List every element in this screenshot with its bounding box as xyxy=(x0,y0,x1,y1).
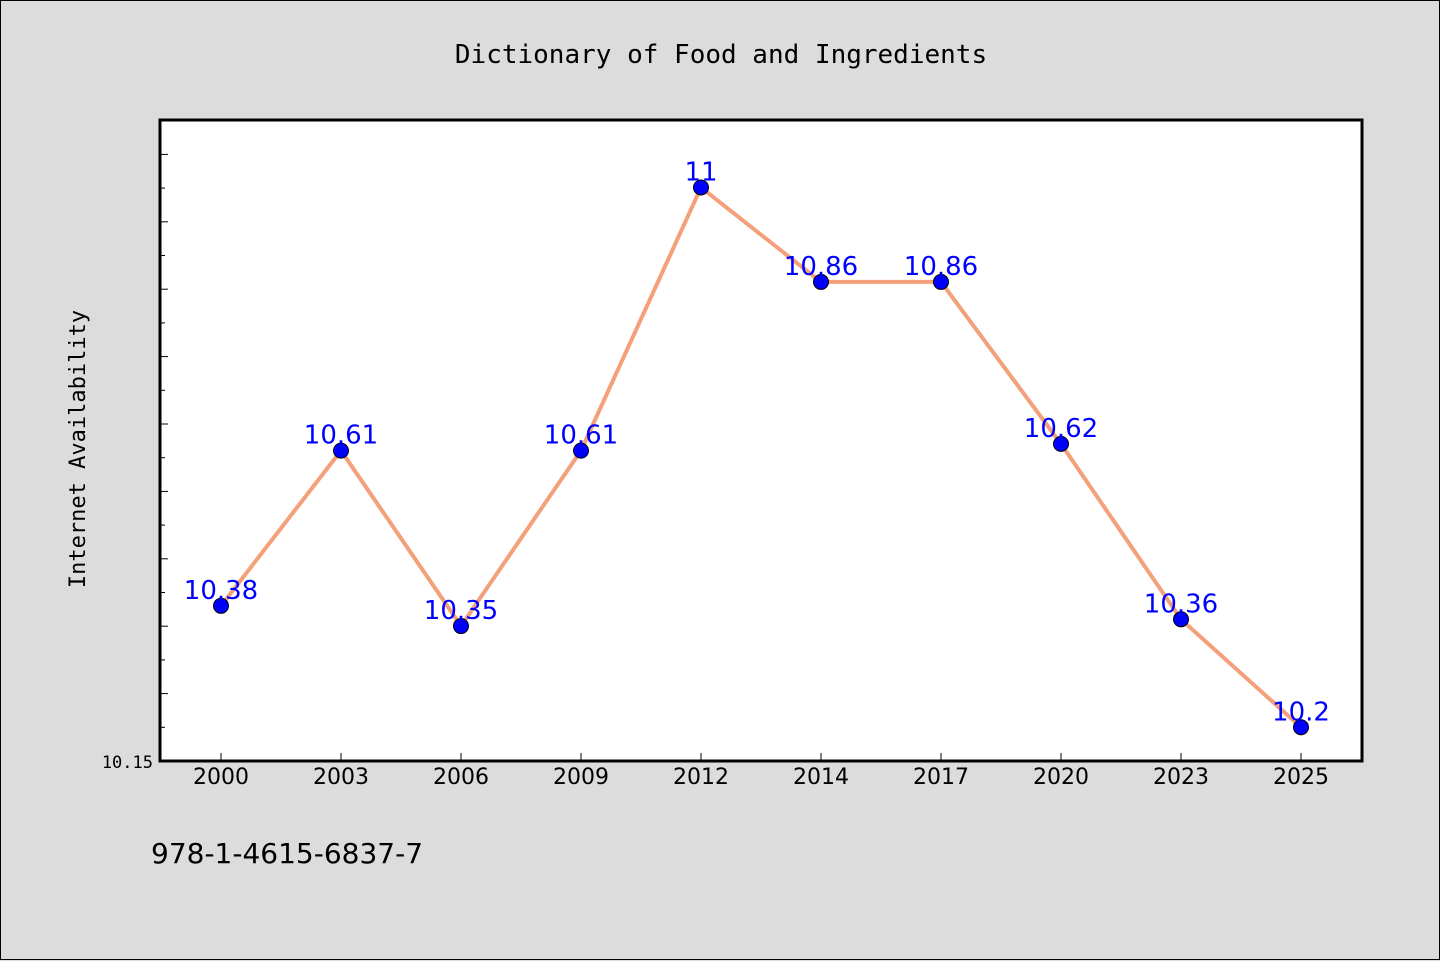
data-label: 10.2 xyxy=(1272,697,1330,727)
series-line xyxy=(219,185,1303,729)
data-label: 10.61 xyxy=(544,421,618,451)
data-point xyxy=(1293,719,1309,736)
y-axis-label: Internet Availability xyxy=(66,310,91,588)
data-label: 10.86 xyxy=(904,252,978,282)
x-tick-label: 2014 xyxy=(793,765,849,790)
data-label: 10.35 xyxy=(424,596,498,626)
x-tick-label: 2025 xyxy=(1273,765,1329,790)
plot-area xyxy=(158,118,1364,763)
x-axis: 2000 2003 2006 2009 2012 2014 2017 2020 2023 2025 xyxy=(193,753,1329,790)
data-point xyxy=(813,273,829,290)
data-label: 10.62 xyxy=(1024,414,1098,444)
x-tick-label: 2012 xyxy=(673,765,729,790)
data-point xyxy=(333,442,349,459)
data-point xyxy=(453,618,469,635)
series-layer: 10.38 10.61 10.35 10.61 11 10.86 10.86 10.62 10.… xyxy=(184,157,1330,736)
data-point xyxy=(213,597,229,614)
data-label: 10.38 xyxy=(184,576,258,606)
x-tick-label: 2020 xyxy=(1033,765,1089,790)
chart-title: Dictionary of Food and Ingredients xyxy=(455,40,987,70)
x-tick-label: 2023 xyxy=(1153,765,1209,790)
data-point xyxy=(933,273,949,290)
x-tick-label: 2003 xyxy=(313,765,369,790)
x-tick-label: 2000 xyxy=(193,765,249,790)
data-point xyxy=(1173,611,1189,628)
y-axis-ticks xyxy=(160,153,168,762)
data-label: 10.36 xyxy=(1144,589,1218,619)
data-point xyxy=(1053,435,1069,452)
x-tick-label: 2006 xyxy=(433,765,489,790)
y-tick-label: 10.15 xyxy=(102,753,153,773)
data-point xyxy=(573,442,589,459)
data-label: 10.61 xyxy=(304,421,378,451)
x-tick-label: 2017 xyxy=(913,765,969,790)
data-label: 10.86 xyxy=(784,252,858,282)
data-label: 11 xyxy=(684,157,717,187)
data-point xyxy=(693,179,709,196)
footer-isbn: 978-1-4615-6837-7 xyxy=(151,837,423,870)
x-tick-label: 2009 xyxy=(553,765,609,790)
